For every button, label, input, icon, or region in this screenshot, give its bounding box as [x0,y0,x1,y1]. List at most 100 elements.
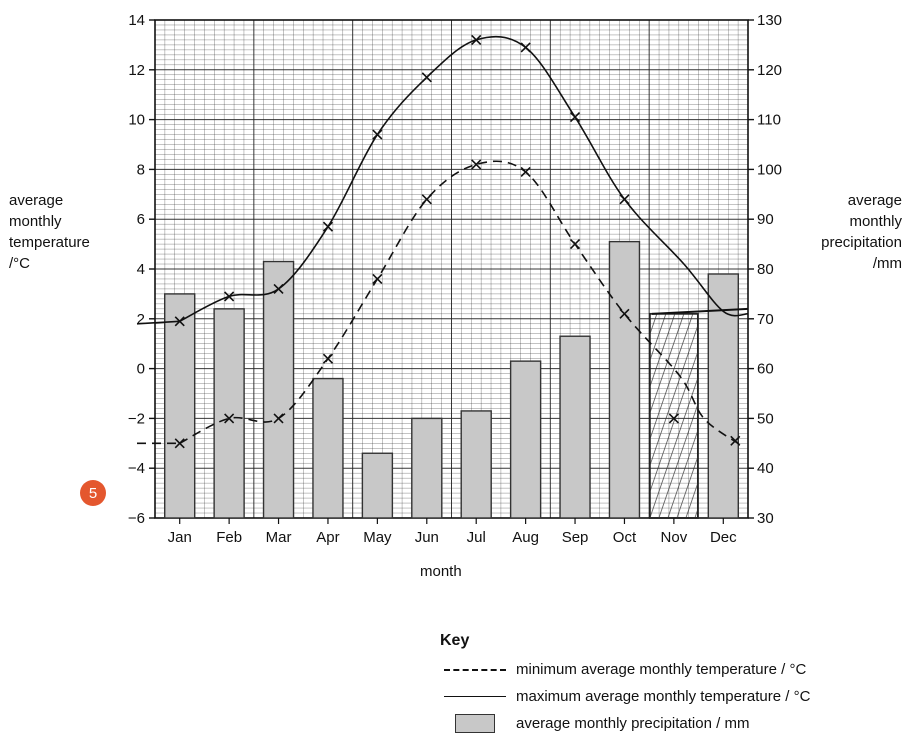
max-temp-point [569,112,581,123]
left-axis-title-line: average [9,192,64,209]
x-tick-label: Nov [661,529,688,546]
min-temp-point [730,435,741,446]
x-tick-label: Jan [168,529,192,546]
left-tick-label: 2 [137,311,145,328]
sketch-hatch [649,313,685,415]
key-min-label: minimum average monthly temperature / °C [516,661,807,678]
left-tick-label: 8 [137,161,145,178]
right-axis-title: average monthly precipitation /mm [821,190,902,274]
left-tick-label: 0 [137,361,145,378]
max-temp-point [471,34,482,45]
x-tick-label: Dec [710,529,737,546]
left-tick-label: 12 [128,62,145,79]
min-temp-point [520,166,531,177]
right-tick-label: 70 [757,311,774,328]
sketch-hatch [794,314,864,518]
min-temp-point [273,413,284,424]
x-axis-title: month [420,563,462,580]
precip-bar [312,377,344,519]
question-number-badge: 5 [80,480,106,506]
max-temp-point [273,283,284,294]
x-tick-label: Sep [562,529,589,546]
max-temp-point [372,129,383,140]
max-temp-point [619,194,630,205]
sketch-hatch [685,481,698,518]
x-tick-label: Apr [316,529,339,546]
min-temp-point [569,239,581,250]
min-temp-point [174,438,185,449]
sketch-hatch [830,314,900,518]
sketch-hatch [649,376,698,518]
extra-point [668,413,679,424]
left-tick-label: 4 [137,261,145,278]
sketch-hatch [667,429,698,518]
left-tick-label: 10 [128,112,145,129]
sketch-hatch [649,313,676,389]
max-temp-point [421,72,432,83]
key-row-max: maximum average monthly temperature / °C [440,683,900,710]
sketch-hatch [821,314,891,518]
solid-line-symbol [440,696,510,697]
min-temp-point [322,353,334,364]
max-temp-point [322,221,334,232]
min-temp-line [179,160,739,445]
key-max-label: maximum average monthly temperature / °C [516,688,811,705]
left-axis-title-line: monthly [9,213,62,230]
dashed-line-symbol [440,668,510,671]
max-temp-line-start [136,320,180,325]
left-tick-label: 14 [128,12,145,29]
min-temp-point [619,308,630,319]
right-tick-label: 100 [757,161,782,178]
sketch-hatch [649,313,694,441]
x-tick-label: May [363,529,392,546]
right-tick-label: 60 [757,361,774,378]
precip-bar [509,360,542,519]
right-axis-title-line: /mm [872,255,902,272]
axis-ticks: −6 −4 −2 0 2 4 6 8 10 12 14 30 40 50 60 70 80 90 100 110 120… [128,12,782,546]
min-temp-point [372,273,383,285]
right-tick-label: 120 [757,62,782,79]
precip-bar [262,260,295,519]
right-tick-label: 40 [757,460,774,477]
bar-symbol [440,714,510,733]
precip-bar [213,308,245,519]
key-row-precip: average monthly precipitation / mm [440,710,900,737]
chart-key: Key minimum average monthly temperature … [440,632,900,737]
right-axis-title-line: average [847,192,902,209]
sketch-hatch [767,314,837,518]
sketch-hatch [658,402,698,518]
x-tick-label: Jun [415,529,439,546]
sketch-hatch [649,324,698,467]
precip-bar [361,452,394,519]
right-tick-label: 130 [757,12,782,29]
left-tick-label: −4 [128,460,145,477]
right-tick-label: 50 [757,410,774,427]
precip-bar [707,273,739,519]
right-axis-title-line: monthly [849,213,902,230]
max-temp-point [224,291,235,302]
max-temp-point [520,42,531,53]
x-tick-label: Feb [216,529,242,546]
left-axis-title-line: temperature [9,234,90,251]
precip-bar [164,293,196,519]
sketch-hatch [649,313,667,362]
sketch-hatch [785,314,855,518]
min-temp-point [421,194,432,205]
right-tick-label: 80 [757,261,774,278]
temperature-lines [136,34,749,449]
precipitation-bars [164,240,739,519]
right-tick-label: 30 [757,510,774,527]
max-temp-point [174,316,185,327]
precip-bar [411,417,443,519]
right-tick-label: 110 [757,112,781,129]
sketch-hatch [676,455,698,518]
key-precip-label: average monthly precipitation / mm [516,715,750,732]
sketch-hatch [812,314,882,518]
sketch-hatch [740,314,810,518]
left-axis-title-line: /°C [9,255,30,272]
sketch-outline [648,312,699,519]
sketch-hatch [776,314,846,518]
key-row-min: minimum average monthly temperature / °C [440,656,900,683]
left-tick-label: 6 [137,211,145,228]
